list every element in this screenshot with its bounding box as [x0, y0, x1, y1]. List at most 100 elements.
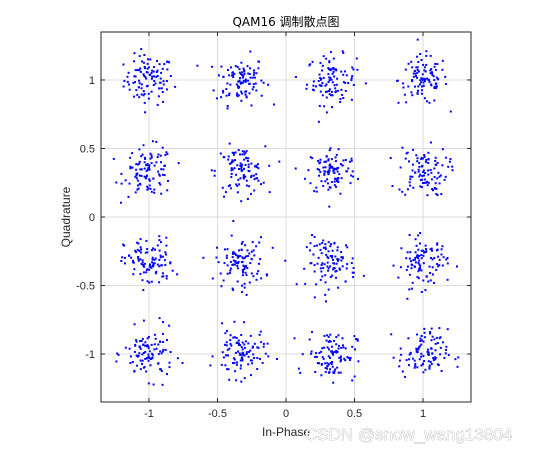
- scatter-point: [416, 68, 419, 71]
- scatter-point: [323, 105, 326, 108]
- scatter-point: [419, 83, 421, 86]
- scatter-point: [333, 84, 336, 87]
- scatter-point: [165, 277, 168, 280]
- scatter-point: [151, 258, 154, 261]
- scatter-point: [139, 340, 142, 343]
- scatter-point: [162, 321, 165, 323]
- scatter-point: [322, 267, 325, 270]
- scatter-point: [416, 66, 419, 69]
- scatter-point: [342, 51, 345, 54]
- scatter-point: [417, 168, 420, 171]
- scatter-point: [219, 272, 222, 275]
- scatter-point: [141, 153, 144, 156]
- scatter-point: [157, 153, 160, 156]
- scatter-point: [392, 264, 395, 267]
- scatter-point: [142, 90, 145, 93]
- scatter-point: [233, 358, 236, 361]
- scatter-point: [165, 88, 168, 91]
- scatter-point: [412, 186, 415, 189]
- scatter-point: [435, 87, 438, 90]
- scatter-point: [408, 364, 410, 367]
- scatter-point: [316, 362, 319, 364]
- scatter-point: [129, 156, 132, 159]
- scatter-point: [308, 64, 311, 67]
- scatter-point: [326, 346, 329, 349]
- scatter-point: [444, 175, 447, 178]
- scatter-point: [133, 323, 136, 326]
- scatter-point: [245, 351, 248, 354]
- scatter-point: [346, 356, 349, 358]
- scatter-point: [224, 343, 226, 346]
- scatter-point: [427, 348, 429, 351]
- scatter-point: [243, 268, 246, 270]
- scatter-point: [342, 97, 345, 99]
- scatter-point: [140, 155, 143, 158]
- scatter-point: [150, 162, 153, 165]
- scatter-point: [424, 368, 427, 371]
- scatter-point: [245, 274, 248, 277]
- scatter-point: [235, 183, 238, 186]
- scatter-point: [430, 362, 433, 365]
- x-tick-label: 0: [283, 408, 289, 420]
- scatter-point: [427, 353, 430, 356]
- scatter-point: [418, 175, 421, 178]
- scatter-point: [124, 346, 127, 349]
- scatter-point: [417, 234, 420, 237]
- scatter-point: [420, 89, 423, 92]
- scatter-point: [351, 170, 354, 173]
- scatter-point: [158, 258, 161, 261]
- scatter-point: [233, 72, 236, 75]
- scatter-point: [245, 157, 248, 160]
- scatter-point: [319, 248, 322, 251]
- scatter-point: [143, 265, 146, 268]
- scatter-point: [138, 352, 141, 355]
- scatter-point: [421, 164, 424, 167]
- scatter-point: [213, 169, 216, 172]
- scatter-point: [431, 249, 433, 252]
- scatter-point: [418, 259, 421, 262]
- scatter-point: [414, 362, 417, 365]
- scatter-point: [226, 107, 229, 110]
- scatter-point: [324, 274, 327, 277]
- scatter-point: [434, 187, 436, 190]
- scatter-point: [237, 350, 239, 353]
- scatter-point: [267, 355, 270, 358]
- scatter-point: [161, 255, 164, 258]
- scatter-point: [420, 364, 423, 367]
- scatter-point: [236, 361, 238, 364]
- scatter-point: [420, 257, 423, 260]
- scatter-point: [233, 252, 236, 255]
- scatter-point: [166, 152, 169, 155]
- scatter-point: [408, 353, 411, 356]
- scatter-point: [230, 167, 233, 170]
- scatter-point: [438, 264, 441, 267]
- scatter-point: [247, 166, 250, 169]
- scatter-point: [344, 89, 347, 92]
- scatter-point: [146, 67, 149, 70]
- scatter-point: [411, 175, 414, 178]
- scatter-point: [435, 192, 438, 195]
- scatter-point: [210, 169, 213, 172]
- scatter-point: [331, 361, 333, 363]
- scatter-point: [389, 157, 392, 159]
- scatter-point: [436, 177, 439, 180]
- scatter-point: [445, 348, 447, 351]
- scatter-point: [315, 85, 317, 88]
- scatter-point: [150, 154, 153, 157]
- scatter-point: [276, 358, 278, 360]
- scatter-point: [422, 63, 425, 66]
- scatter-point: [407, 188, 409, 191]
- scatter-point: [397, 101, 400, 104]
- scatter-point: [324, 281, 327, 284]
- scatter-point: [429, 272, 432, 274]
- scatter-point: [421, 157, 424, 160]
- tick-labels: -1 -0.5 0 0.5 1 -1 -0.5 0 0.5 1: [76, 75, 426, 420]
- scatter-point: [241, 284, 243, 287]
- scatter-point: [331, 72, 334, 75]
- scatter-point: [417, 170, 420, 173]
- scatter-point: [142, 352, 145, 354]
- scatter-point: [424, 181, 427, 184]
- scatter-point: [140, 168, 143, 171]
- scatter-point: [238, 344, 240, 346]
- scatter-point: [335, 350, 338, 352]
